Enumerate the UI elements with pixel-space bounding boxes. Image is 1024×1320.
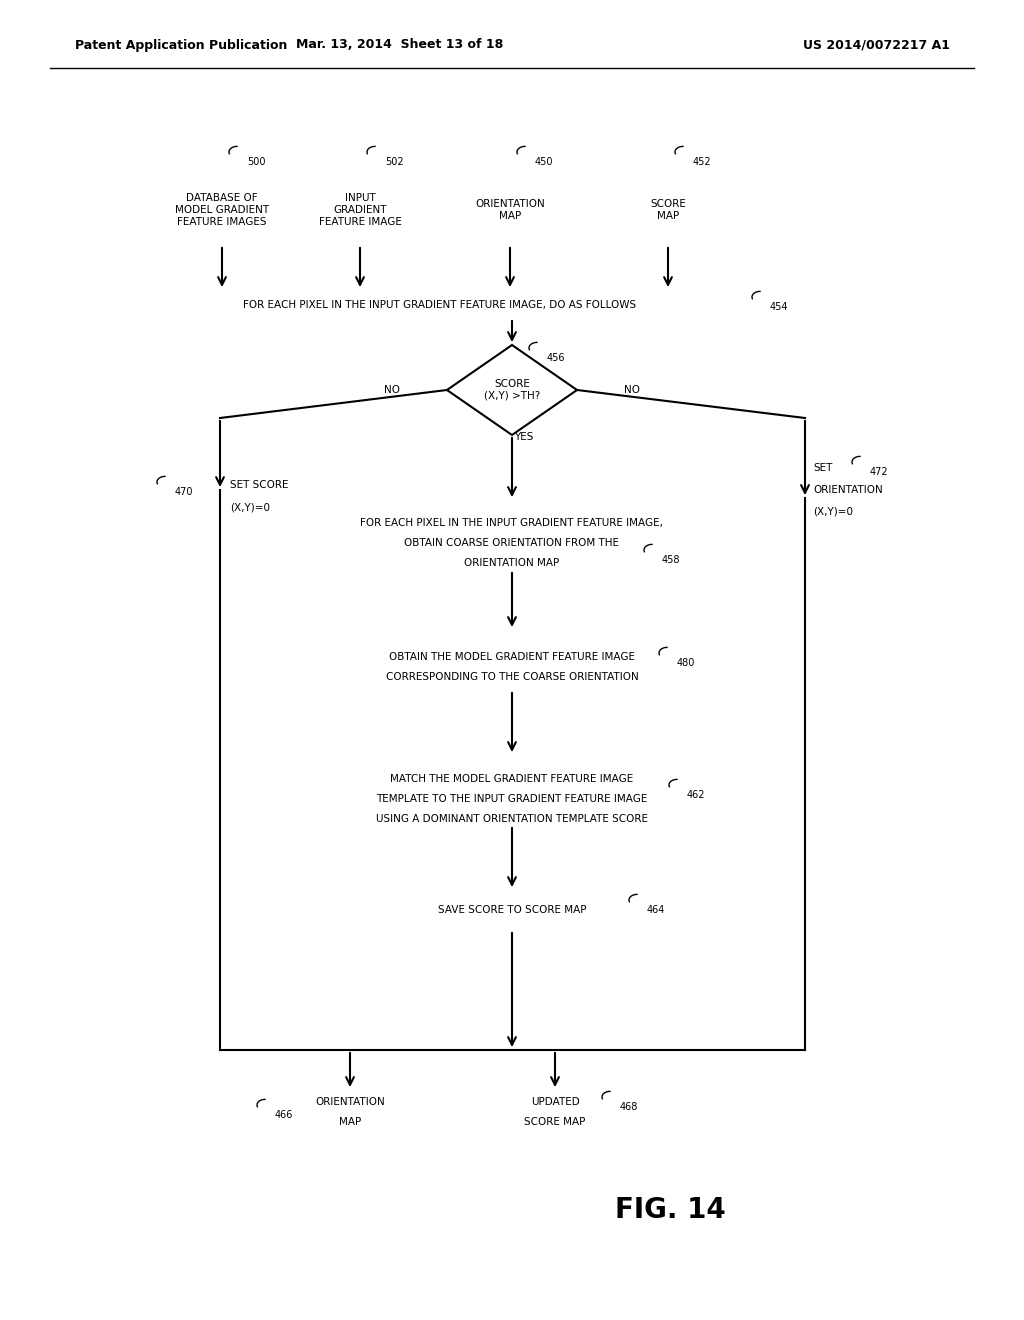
- Text: 450: 450: [535, 157, 554, 168]
- Text: MATCH THE MODEL GRADIENT FEATURE IMAGE: MATCH THE MODEL GRADIENT FEATURE IMAGE: [390, 774, 634, 784]
- Text: ORIENTATION MAP: ORIENTATION MAP: [464, 558, 560, 568]
- Text: 480: 480: [677, 657, 695, 668]
- Text: DATABASE OF
MODEL GRADIENT
FEATURE IMAGES: DATABASE OF MODEL GRADIENT FEATURE IMAGE…: [175, 194, 269, 227]
- Text: 468: 468: [620, 1102, 638, 1111]
- Text: 462: 462: [687, 789, 706, 800]
- Text: (X,Y)=0: (X,Y)=0: [813, 507, 853, 517]
- Text: (X,Y)=0: (X,Y)=0: [230, 502, 270, 512]
- Text: SET SCORE: SET SCORE: [230, 480, 289, 490]
- Text: OBTAIN COARSE ORIENTATION FROM THE: OBTAIN COARSE ORIENTATION FROM THE: [404, 539, 620, 548]
- Text: FOR EACH PIXEL IN THE INPUT GRADIENT FEATURE IMAGE,: FOR EACH PIXEL IN THE INPUT GRADIENT FEA…: [360, 517, 664, 528]
- Text: NO: NO: [624, 385, 640, 395]
- Text: FOR EACH PIXEL IN THE INPUT GRADIENT FEATURE IMAGE, DO AS FOLLOWS: FOR EACH PIXEL IN THE INPUT GRADIENT FEA…: [244, 300, 637, 310]
- Text: 458: 458: [662, 554, 681, 565]
- Text: USING A DOMINANT ORIENTATION TEMPLATE SCORE: USING A DOMINANT ORIENTATION TEMPLATE SC…: [376, 814, 648, 824]
- Text: Patent Application Publication: Patent Application Publication: [75, 38, 288, 51]
- Text: ORIENTATION: ORIENTATION: [813, 484, 883, 495]
- Text: ORIENTATION
MAP: ORIENTATION MAP: [475, 199, 545, 220]
- Text: INPUT
GRADIENT
FEATURE IMAGE: INPUT GRADIENT FEATURE IMAGE: [318, 194, 401, 227]
- Text: SCORE
MAP: SCORE MAP: [650, 199, 686, 220]
- Text: SAVE SCORE TO SCORE MAP: SAVE SCORE TO SCORE MAP: [437, 906, 587, 915]
- Polygon shape: [447, 345, 577, 436]
- Text: YES: YES: [514, 432, 534, 442]
- Text: US 2014/0072217 A1: US 2014/0072217 A1: [803, 38, 950, 51]
- Text: 466: 466: [275, 1110, 293, 1119]
- Text: FIG. 14: FIG. 14: [614, 1196, 725, 1224]
- Text: SET: SET: [813, 463, 833, 473]
- Text: 502: 502: [385, 157, 403, 168]
- Text: OBTAIN THE MODEL GRADIENT FEATURE IMAGE: OBTAIN THE MODEL GRADIENT FEATURE IMAGE: [389, 652, 635, 663]
- Text: 452: 452: [693, 157, 712, 168]
- Text: 470: 470: [175, 487, 194, 498]
- Text: CORRESPONDING TO THE COARSE ORIENTATION: CORRESPONDING TO THE COARSE ORIENTATION: [386, 672, 638, 682]
- Text: SCORE
(X,Y) >TH?: SCORE (X,Y) >TH?: [484, 379, 540, 401]
- Text: 456: 456: [547, 352, 565, 363]
- Text: Mar. 13, 2014  Sheet 13 of 18: Mar. 13, 2014 Sheet 13 of 18: [296, 38, 504, 51]
- Text: UPDATED: UPDATED: [530, 1097, 580, 1107]
- Text: 454: 454: [770, 302, 788, 312]
- Text: 464: 464: [647, 906, 666, 915]
- Text: SCORE MAP: SCORE MAP: [524, 1117, 586, 1127]
- Text: 500: 500: [247, 157, 265, 168]
- Text: MAP: MAP: [339, 1117, 361, 1127]
- Text: NO: NO: [384, 385, 400, 395]
- Text: ORIENTATION: ORIENTATION: [315, 1097, 385, 1107]
- Text: TEMPLATE TO THE INPUT GRADIENT FEATURE IMAGE: TEMPLATE TO THE INPUT GRADIENT FEATURE I…: [376, 795, 648, 804]
- Text: 472: 472: [870, 467, 889, 477]
